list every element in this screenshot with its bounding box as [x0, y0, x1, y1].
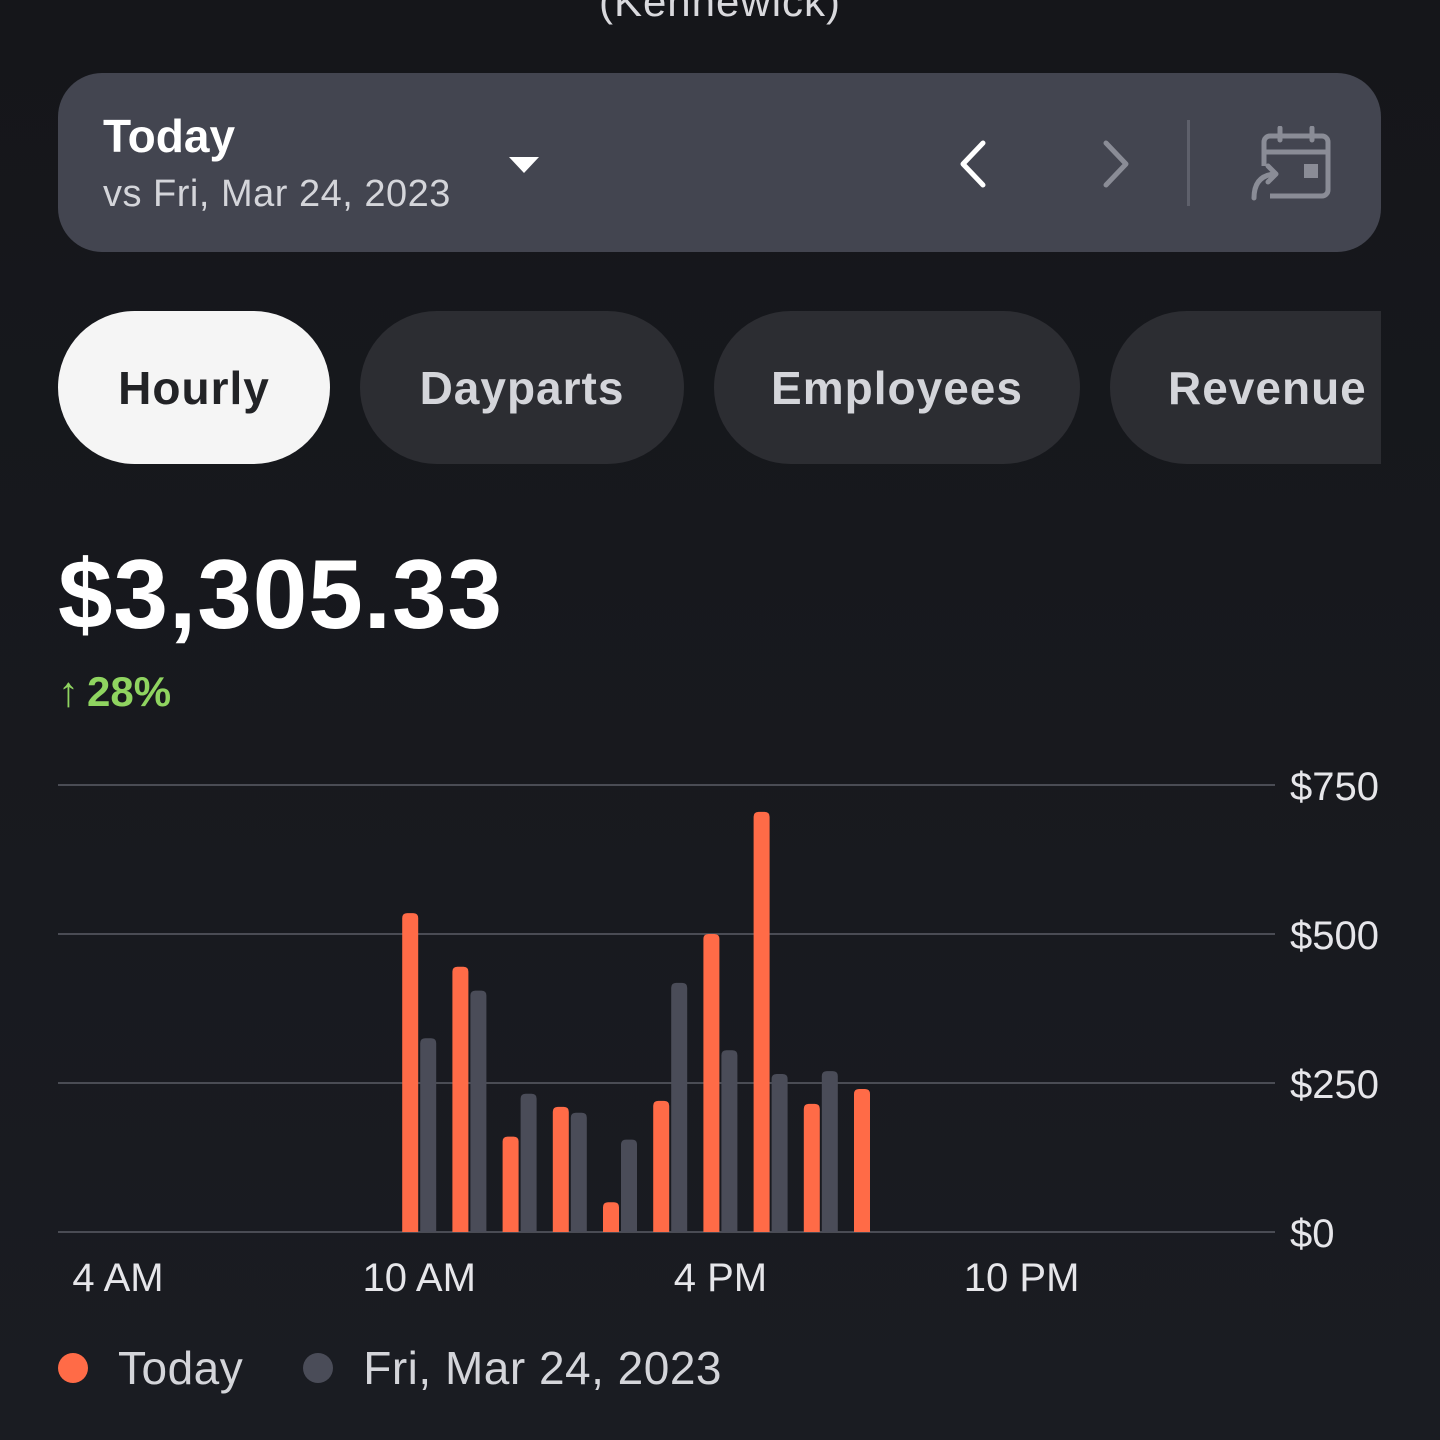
x-tick-label: 4 PM [674, 1256, 767, 1300]
legend-dot-today [58, 1353, 88, 1383]
date-selector[interactable]: Today vs Fri, Mar 24, 2023 [58, 73, 1381, 252]
bar-comparison[interactable] [470, 990, 487, 1232]
bar-comparison[interactable] [771, 1074, 788, 1232]
bar-comparison[interactable] [821, 1071, 838, 1232]
total-sales: $3,305.33 [58, 539, 503, 649]
x-tick-label: 4 AM [72, 1256, 163, 1300]
calendar-compare-icon[interactable] [1250, 126, 1334, 202]
y-tick-label: $250 [1290, 1063, 1379, 1107]
legend-dot-previous [303, 1353, 334, 1383]
bar-comparison[interactable] [621, 1139, 637, 1232]
bar-comparison[interactable] [671, 982, 688, 1232]
bar-today[interactable] [402, 913, 419, 1232]
bar-today[interactable] [552, 1106, 569, 1232]
legend-label-today: Today [118, 1342, 244, 1394]
y-tick-label: $500 [1290, 914, 1379, 958]
chevron-left-icon[interactable] [953, 139, 993, 189]
comparison-date[interactable]: vs Fri, Mar 24, 2023 [103, 173, 451, 215]
bar-comparison[interactable] [520, 1093, 537, 1232]
bar-today[interactable] [753, 811, 770, 1232]
y-tick-label: $750 [1290, 765, 1379, 809]
y-tick-label: $0 [1290, 1212, 1335, 1256]
chart-legend: Today Fri, Mar 24, 2023 [58, 1336, 782, 1400]
tab-revenue[interactable]: Revenue c [1110, 311, 1381, 464]
bar-comparison[interactable] [420, 1038, 437, 1232]
tab-dayparts[interactable]: Dayparts [360, 311, 684, 464]
legend-item-today: Today [58, 1341, 243, 1395]
hourly-sales-chart: $0 $250 $500 $750 4 AM 10 AM 4 PM 10 PM [58, 765, 1379, 1300]
bar-today[interactable] [452, 966, 469, 1232]
change-indicator: ↑ 28% [58, 668, 171, 716]
chevron-right-icon[interactable] [1096, 139, 1136, 189]
bar-today[interactable] [653, 1100, 670, 1232]
bar-today[interactable] [854, 1088, 870, 1232]
x-tick-label: 10 PM [964, 1256, 1080, 1300]
divider [1187, 120, 1190, 206]
legend-item-previous: Fri, Mar 24, 2023 [303, 1341, 722, 1395]
bar-comparison[interactable] [721, 1050, 738, 1232]
report-tabs: Hourly Dayparts Employees Revenue c [58, 311, 1381, 464]
bar-today[interactable] [803, 1103, 820, 1232]
change-percent: 28% [87, 668, 172, 715]
location-title: (Kennewick) [598, 0, 842, 25]
arrow-up-icon: ↑ [58, 668, 79, 715]
chevron-down-icon[interactable] [508, 155, 540, 175]
tab-employees[interactable]: Employees [714, 311, 1080, 464]
bar-today[interactable] [502, 1136, 519, 1232]
x-tick-label: 10 AM [362, 1256, 475, 1300]
legend-label-previous: Fri, Mar 24, 2023 [363, 1342, 723, 1394]
bar-comparison[interactable] [570, 1112, 587, 1232]
date-range-title[interactable]: Today [103, 110, 236, 162]
bar-today[interactable] [603, 1202, 619, 1232]
bar-today[interactable] [703, 934, 720, 1232]
tab-hourly[interactable]: Hourly [58, 311, 330, 464]
